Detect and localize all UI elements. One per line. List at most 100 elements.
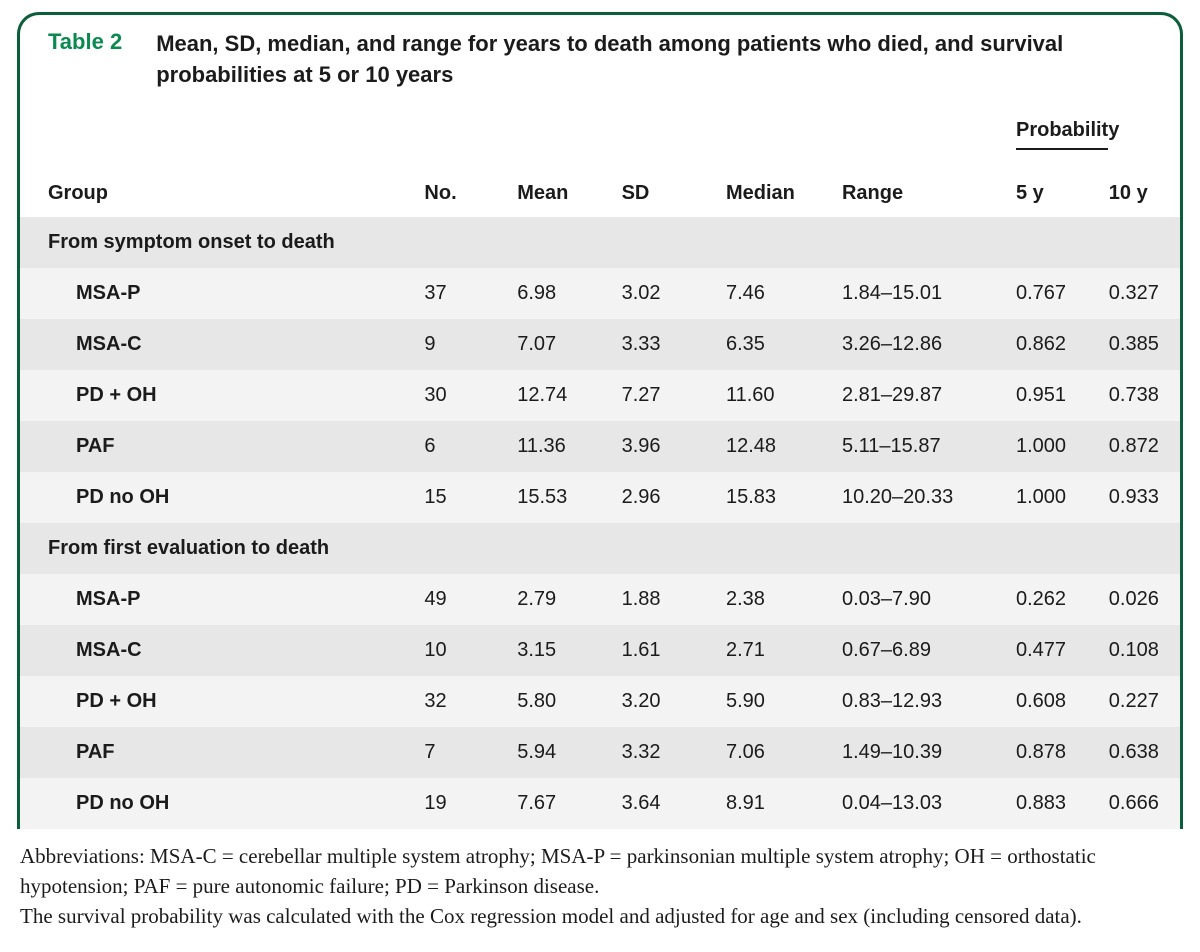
cell-no: 10	[414, 625, 507, 676]
cell-sd: 1.88	[612, 574, 716, 625]
cell-sd: 3.96	[612, 421, 716, 472]
cell-group: MSA-P	[20, 268, 414, 319]
cell-sd: 3.33	[612, 319, 716, 370]
table-row: PD no OH1515.532.9615.8310.20–20.331.000…	[20, 472, 1180, 523]
cell-median: 5.90	[716, 676, 832, 727]
cell-mean: 7.07	[507, 319, 611, 370]
cell-p5: 0.862	[1006, 319, 1099, 370]
cell-p10: 0.666	[1099, 778, 1180, 829]
cell-group: PAF	[20, 421, 414, 472]
col-header-sd: SD	[612, 170, 716, 217]
cell-no: 19	[414, 778, 507, 829]
cell-mean: 3.15	[507, 625, 611, 676]
cell-sd: 3.64	[612, 778, 716, 829]
cell-p10: 0.026	[1099, 574, 1180, 625]
table-container: Table 2 Mean, SD, median, and range for …	[17, 12, 1183, 829]
cell-range: 5.11–15.87	[832, 421, 1006, 472]
cell-sd: 3.20	[612, 676, 716, 727]
cell-no: 9	[414, 319, 507, 370]
cell-sd: 7.27	[612, 370, 716, 421]
table-row: MSA-P492.791.882.380.03–7.900.2620.026	[20, 574, 1180, 625]
table-body: From symptom onset to deathMSA-P376.983.…	[20, 217, 1180, 829]
table-row: MSA-C103.151.612.710.67–6.890.4770.108	[20, 625, 1180, 676]
cell-group: MSA-C	[20, 319, 414, 370]
cell-median: 7.46	[716, 268, 832, 319]
cell-sd: 1.61	[612, 625, 716, 676]
cell-range: 1.49–10.39	[832, 727, 1006, 778]
cell-p5: 0.767	[1006, 268, 1099, 319]
cell-p10: 0.738	[1099, 370, 1180, 421]
cell-range: 10.20–20.33	[832, 472, 1006, 523]
cell-median: 2.71	[716, 625, 832, 676]
cell-no: 6	[414, 421, 507, 472]
probability-label: Probability	[1016, 119, 1108, 150]
cell-range: 3.26–12.86	[832, 319, 1006, 370]
table-title-row: Table 2 Mean, SD, median, and range for …	[20, 15, 1180, 107]
table-row: PD + OH325.803.205.900.83–12.930.6080.22…	[20, 676, 1180, 727]
col-header-5y: 5 y	[1006, 170, 1099, 217]
footnote-method: The survival probability was calculated …	[20, 904, 1082, 928]
cell-p10: 0.872	[1099, 421, 1180, 472]
cell-sd: 3.02	[612, 268, 716, 319]
header-row: Group No. Mean SD Median Range 5 y 10 y	[20, 170, 1180, 217]
cell-p10: 0.385	[1099, 319, 1180, 370]
col-header-group: Group	[20, 170, 414, 217]
cell-median: 6.35	[716, 319, 832, 370]
table-row: MSA-C97.073.336.353.26–12.860.8620.385	[20, 319, 1180, 370]
section-header: From first evaluation to death	[20, 523, 1180, 574]
footnote-abbreviations: Abbreviations: MSA-C = cerebellar multip…	[20, 844, 1096, 898]
cell-median: 8.91	[716, 778, 832, 829]
cell-p10: 0.933	[1099, 472, 1180, 523]
table-row: PAF611.363.9612.485.11–15.871.0000.872	[20, 421, 1180, 472]
cell-group: PD no OH	[20, 472, 414, 523]
cell-group: MSA-C	[20, 625, 414, 676]
cell-median: 7.06	[716, 727, 832, 778]
table-row: PAF75.943.327.061.49–10.390.8780.638	[20, 727, 1180, 778]
cell-range: 1.84–15.01	[832, 268, 1006, 319]
cell-group: PD + OH	[20, 676, 414, 727]
cell-p5: 0.878	[1006, 727, 1099, 778]
table-footnote: Abbreviations: MSA-C = cerebellar multip…	[20, 841, 1180, 932]
cell-mean: 6.98	[507, 268, 611, 319]
col-header-probability: Probability	[1006, 107, 1180, 170]
cell-mean: 2.79	[507, 574, 611, 625]
cell-no: 7	[414, 727, 507, 778]
cell-mean: 15.53	[507, 472, 611, 523]
header-super-row: Probability	[20, 107, 1180, 170]
cell-mean: 7.67	[507, 778, 611, 829]
cell-no: 30	[414, 370, 507, 421]
cell-group: MSA-P	[20, 574, 414, 625]
cell-range: 0.03–7.90	[832, 574, 1006, 625]
cell-p10: 0.327	[1099, 268, 1180, 319]
cell-median: 2.38	[716, 574, 832, 625]
section-title: From first evaluation to death	[20, 523, 1180, 574]
cell-range: 2.81–29.87	[832, 370, 1006, 421]
col-header-mean: Mean	[507, 170, 611, 217]
table-row: PD no OH197.673.648.910.04–13.030.8830.6…	[20, 778, 1180, 829]
cell-mean: 12.74	[507, 370, 611, 421]
cell-p10: 0.108	[1099, 625, 1180, 676]
col-header-median: Median	[716, 170, 832, 217]
data-table: Probability Group No. Mean SD Median Ran…	[20, 107, 1180, 829]
cell-no: 37	[414, 268, 507, 319]
section-header: From symptom onset to death	[20, 217, 1180, 268]
cell-p5: 1.000	[1006, 421, 1099, 472]
cell-group: PD no OH	[20, 778, 414, 829]
cell-sd: 2.96	[612, 472, 716, 523]
cell-mean: 5.80	[507, 676, 611, 727]
cell-group: PD + OH	[20, 370, 414, 421]
cell-p5: 1.000	[1006, 472, 1099, 523]
cell-median: 15.83	[716, 472, 832, 523]
cell-no: 32	[414, 676, 507, 727]
cell-p5: 0.477	[1006, 625, 1099, 676]
cell-sd: 3.32	[612, 727, 716, 778]
cell-median: 12.48	[716, 421, 832, 472]
cell-range: 0.67–6.89	[832, 625, 1006, 676]
col-header-range: Range	[832, 170, 1006, 217]
cell-p10: 0.638	[1099, 727, 1180, 778]
table-head: Probability Group No. Mean SD Median Ran…	[20, 107, 1180, 217]
cell-mean: 11.36	[507, 421, 611, 472]
cell-mean: 5.94	[507, 727, 611, 778]
cell-p10: 0.227	[1099, 676, 1180, 727]
cell-p5: 0.608	[1006, 676, 1099, 727]
